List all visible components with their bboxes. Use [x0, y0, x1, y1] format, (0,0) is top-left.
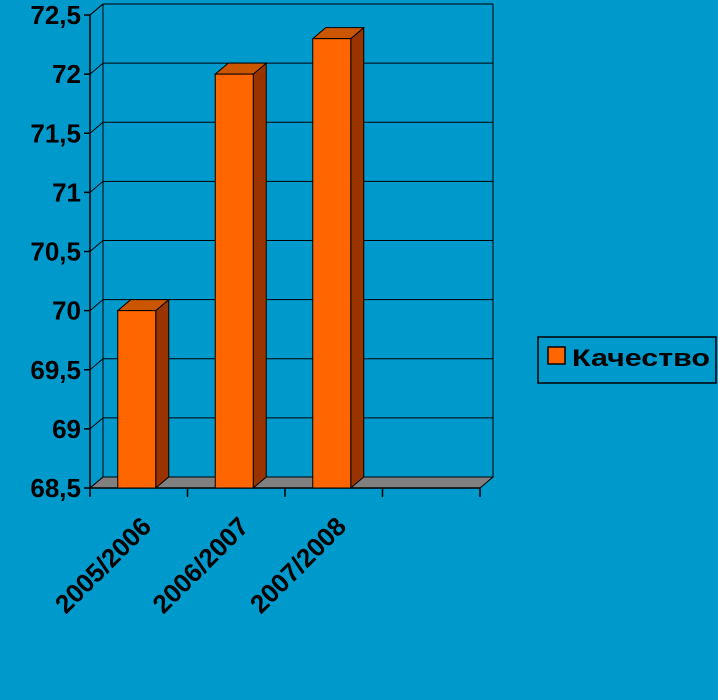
bar-front-face [312, 38, 352, 489]
legend-swatch [547, 346, 566, 365]
y-tick-label: 71,5 [30, 118, 81, 148]
legend: Качество [537, 336, 717, 384]
legend-label: Качество [572, 345, 710, 372]
bar [213, 62, 268, 490]
x-tick-label: 2007/2008 [244, 511, 352, 619]
side-wall-gridline [89, 299, 104, 312]
side-wall-gridline [89, 476, 104, 489]
x-tick-label: 2006/2007 [146, 511, 254, 619]
y-tick-label: 70 [52, 296, 81, 326]
y-tick-labels: 68,5 69 69,5 70 70,5 71 71,5 72 72,5 [30, 0, 81, 503]
bar-side-face [350, 26, 365, 490]
y-tick-label: 71 [52, 177, 81, 207]
bar [311, 26, 366, 490]
bar-side-face [155, 298, 170, 490]
side-wall-gridline [89, 121, 104, 134]
side-wall-gridline [89, 240, 104, 252]
bar-front-face [117, 310, 157, 489]
side-wall-gridline [89, 3, 104, 16]
side-wall-gridline [89, 62, 104, 75]
y-tick-label: 68,5 [30, 473, 81, 503]
bars-layer [116, 26, 366, 490]
legend-box [537, 336, 717, 384]
bar-front-face [214, 73, 254, 489]
side-wall-gridline [89, 180, 104, 193]
y-tick-label: 72 [52, 59, 81, 89]
y-tick-label: 69 [52, 414, 81, 444]
y-tick-label: 69,5 [30, 355, 81, 385]
side-wall-gridline [89, 358, 104, 371]
x-tick-label: 2005/2006 [49, 511, 157, 619]
bar-side-face [252, 62, 267, 490]
bar [116, 298, 171, 490]
y-tick-label: 70,5 [30, 237, 81, 267]
y-tick-label: 72,5 [30, 0, 81, 30]
side-wall-gridline [89, 417, 104, 430]
